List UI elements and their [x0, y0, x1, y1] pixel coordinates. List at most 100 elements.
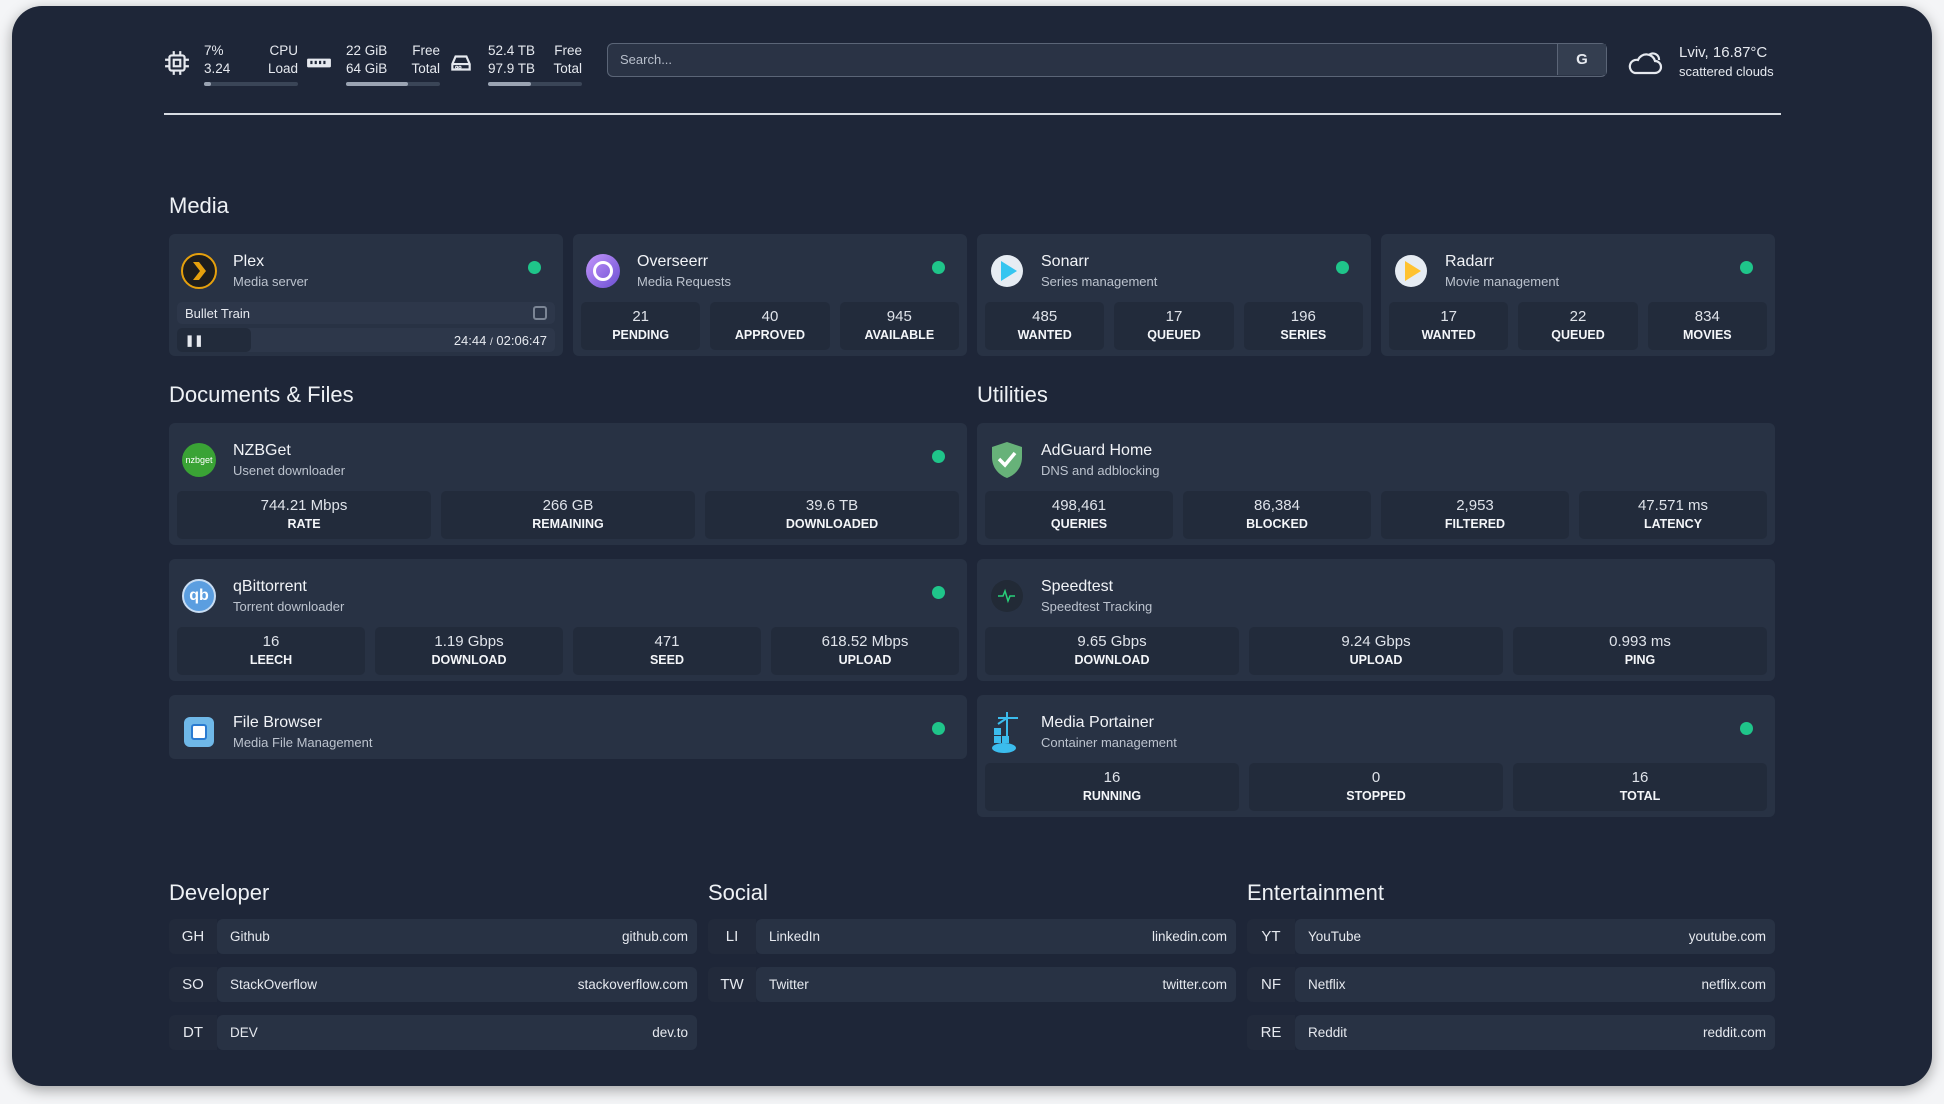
memory-usage-bar [346, 82, 440, 86]
service-card-adguard-home[interactable]: AdGuard Home DNS and adblocking 498,461 Q… [977, 423, 1775, 545]
service-card-file-browser[interactable]: File Browser Media File Management [169, 695, 967, 759]
service-title: Overseerr [637, 253, 709, 270]
section-title-entertainment: Entertainment [1247, 880, 1384, 905]
bookmark-github[interactable]: GH Github github.com [169, 919, 697, 954]
file-browser-icon [181, 714, 217, 750]
stat-value: 16 [1103, 769, 1121, 786]
status-indicator [932, 586, 945, 599]
stat-label: BLOCKED [1246, 517, 1308, 531]
stat-label: SEED [649, 653, 685, 667]
load-label: Load [267, 61, 298, 76]
stat-label: QUEUED [1551, 328, 1605, 342]
stat-label: REMAINING [532, 517, 604, 531]
service-card-media-portainer[interactable]: Media Portainer Container management 16 R… [977, 695, 1775, 817]
sonarr-icon [989, 253, 1025, 289]
stat-upload: 618.52 Mbps UPLOAD [771, 627, 959, 675]
bookmark-link[interactable]: Reddit reddit.com [1295, 1015, 1775, 1050]
search-input[interactable] [608, 44, 1532, 75]
bookmark-reddit[interactable]: RE Reddit reddit.com [1247, 1015, 1775, 1050]
service-card-radarr[interactable]: Radarr Movie management 17 WANTED 22 QUEUED… [1381, 234, 1775, 356]
stat-value: 17 [1440, 308, 1457, 325]
stat-rate: 744.21 Mbps RATE [177, 491, 431, 539]
service-subtitle: Usenet downloader [233, 463, 346, 478]
stat-label: QUERIES [1050, 517, 1108, 531]
stat-value: 9.65 Gbps [1077, 633, 1147, 650]
stat-value: 498,461 [1051, 497, 1107, 514]
bookmark-link[interactable]: DEV dev.to [217, 1015, 697, 1050]
disk-icon [451, 55, 471, 71]
service-title: Sonarr [1041, 253, 1090, 270]
stat-label: APPROVED [734, 328, 806, 342]
bookmark-link[interactable]: Twitter twitter.com [756, 967, 1236, 1002]
bookmark-url: netflix.com [1701, 977, 1766, 992]
bookmark-stackoverflow[interactable]: SO StackOverflow stackoverflow.com [169, 967, 697, 1002]
total-label: Total [553, 61, 582, 76]
portainer-icon [989, 712, 1025, 753]
stat-value: 39.6 TB [805, 497, 859, 514]
bookmark-dev[interactable]: DT DEV dev.to [169, 1015, 697, 1050]
service-subtitle: Series management [1041, 274, 1158, 289]
pause-button[interactable]: ❚❚ [177, 328, 252, 352]
bookmark-link[interactable]: LinkedIn linkedin.com [756, 919, 1236, 954]
stat-value: 618.52 Mbps [821, 633, 909, 650]
bookmark-abbr: DT [169, 1015, 217, 1050]
weather-widget[interactable]: Lviv, 16.87°C scattered clouds [1627, 44, 1774, 79]
dashboard-window: 7% 3.24 CPU Load 22 GiB 64 GiB Free Total 52.4… [12, 6, 1932, 1086]
service-card-qbittorrent[interactable]: qb qBittorrent Torrent downloader 16 LEEC… [169, 559, 967, 681]
stat-download: 9.65 Gbps DOWNLOAD [985, 627, 1239, 675]
google-search-button[interactable]: G [1557, 44, 1606, 75]
service-card-plex[interactable]: Plex Media server Bullet Train ❚❚ 24:44 /… [169, 234, 563, 356]
now-playing-title: Bullet Train [185, 305, 251, 321]
stat-value: 0 [1371, 769, 1381, 786]
playback-duration: 02:06:47 [496, 332, 547, 348]
stat-value: 744.21 Mbps [260, 497, 348, 514]
stat-running: 16 RUNNING [985, 763, 1239, 811]
time-separator: / [489, 336, 493, 348]
bookmark-abbr: RE [1247, 1015, 1295, 1050]
stat-label: MOVIES [1683, 328, 1732, 342]
service-card-overseerr[interactable]: Overseerr Media Requests 21 PENDING 40 APPR… [573, 234, 967, 356]
service-subtitle: Speedtest Tracking [1041, 599, 1153, 614]
section-title-media: Media [169, 193, 229, 218]
stat-value: 16 [262, 633, 280, 650]
bookmark-name: StackOverflow [230, 977, 318, 992]
bookmark-url: reddit.com [1702, 1025, 1766, 1040]
bookmark-link[interactable]: Netflix netflix.com [1295, 967, 1775, 1002]
bookmark-abbr: SO [169, 967, 217, 1002]
stat-label: DOWNLOAD [1074, 653, 1150, 667]
cpu-usage: 7% [204, 43, 224, 58]
cpu-usage-bar [204, 82, 298, 86]
bookmark-url: linkedin.com [1151, 929, 1227, 944]
speedtest-icon [989, 578, 1025, 614]
bookmark-link[interactable]: YouTube youtube.com [1295, 919, 1775, 954]
service-card-sonarr[interactable]: Sonarr Series management 485 WANTED 17 QUEU… [977, 234, 1371, 356]
bookmark-link[interactable]: Github github.com [217, 919, 697, 954]
section-title-developer: Developer [169, 880, 270, 905]
stat-latency: 47.571 ms LATENCY [1579, 491, 1767, 539]
status-indicator [932, 450, 945, 463]
service-card-nzbget[interactable]: nzbget NZBGet Usenet downloader 744.21 M… [169, 423, 967, 545]
bookmark-name: Netflix [1308, 977, 1346, 992]
weather-condition: scattered clouds [1679, 64, 1774, 79]
service-subtitle: DNS and adblocking [1041, 463, 1160, 478]
bookmark-abbr: LI [708, 919, 756, 954]
service-subtitle: Container management [1041, 735, 1177, 750]
bookmark-link[interactable]: StackOverflow stackoverflow.com [217, 967, 697, 1002]
nzbget-icon: nzbget [181, 442, 217, 478]
service-subtitle: Media server [233, 274, 309, 289]
disk-total: 97.9 TB [488, 61, 536, 76]
stat-upload: 9.24 Gbps UPLOAD [1249, 627, 1503, 675]
bookmark-twitter[interactable]: TW Twitter twitter.com [708, 967, 1236, 1002]
bookmark-linkedin[interactable]: LI LinkedIn linkedin.com [708, 919, 1236, 954]
memory-free: 22 GiB [346, 43, 388, 58]
status-indicator [1740, 722, 1753, 735]
service-card-speedtest[interactable]: Speedtest Speedtest Tracking 9.65 Gbps DO… [977, 559, 1775, 681]
stat-queued: 17 QUEUED [1114, 302, 1234, 350]
bookmark-youtube[interactable]: YT YouTube youtube.com [1247, 919, 1775, 954]
stat-movies: 834 MOVIES [1647, 302, 1767, 350]
cloud-sun-icon [1628, 51, 1663, 74]
stat-seed: 471 SEED [573, 627, 761, 675]
bookmark-netflix[interactable]: NF Netflix netflix.com [1247, 967, 1775, 1002]
stat-value: 834 [1694, 308, 1720, 325]
stat-value: 2,953 [1456, 497, 1494, 514]
